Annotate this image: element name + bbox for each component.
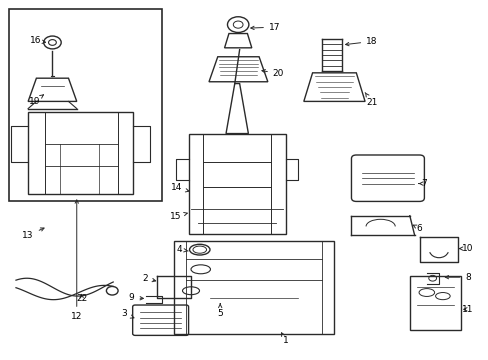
Text: 8: 8: [445, 273, 470, 282]
Text: 20: 20: [262, 69, 284, 78]
Text: 3: 3: [122, 310, 134, 319]
Text: 13: 13: [22, 228, 44, 240]
Text: 21: 21: [365, 93, 377, 107]
Text: 12: 12: [71, 200, 82, 321]
Text: 11: 11: [462, 305, 473, 314]
Bar: [174, 241, 334, 334]
Text: 10: 10: [458, 244, 473, 253]
Text: 6: 6: [412, 224, 422, 233]
Text: 16: 16: [30, 36, 45, 45]
Text: 9: 9: [128, 293, 143, 302]
Bar: [9, 9, 162, 202]
Text: 19: 19: [29, 95, 43, 106]
Text: 17: 17: [250, 23, 280, 32]
Text: 4: 4: [177, 245, 188, 254]
Text: 5: 5: [217, 304, 223, 319]
Text: 15: 15: [169, 212, 187, 221]
Text: 7: 7: [418, 179, 427, 188]
Bar: [188, 134, 285, 234]
Bar: [409, 276, 460, 330]
Text: 1: 1: [281, 333, 288, 345]
Text: 2: 2: [142, 274, 155, 283]
Text: 14: 14: [170, 183, 188, 192]
Bar: [28, 112, 132, 194]
Text: 22: 22: [76, 294, 87, 303]
Text: 18: 18: [345, 37, 377, 46]
